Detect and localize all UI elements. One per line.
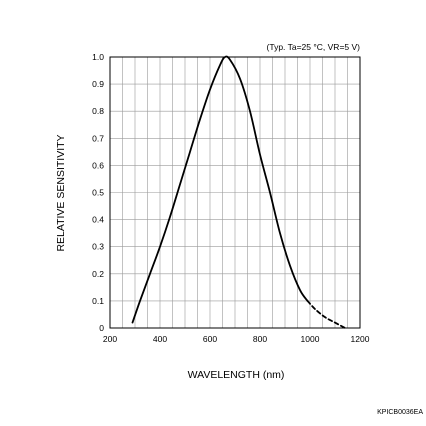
x-tick-label: 400 [153, 334, 167, 344]
y-tick-label: 0.5 [92, 188, 104, 198]
x-axis-label: WAVELENGTH (nm) [188, 369, 285, 381]
x-tick-label: 600 [203, 334, 217, 344]
y-tick-label: 0.2 [92, 269, 104, 279]
condition-note: (Typ. Ta=25 °C, VR=5 V) [267, 42, 361, 52]
plot-frame [109, 56, 361, 329]
y-tick-label: 0.3 [92, 242, 104, 252]
x-tick-label: 800 [253, 334, 267, 344]
grid-lines [109, 56, 361, 329]
y-tick-label: 0.1 [92, 296, 104, 306]
y-tick-label: 0.8 [92, 106, 104, 116]
x-tick-label: 1200 [351, 334, 370, 344]
sensitivity-curve [131, 55, 309, 324]
x-tick-label: 200 [103, 334, 117, 344]
figure-code: KPICB0036EA [377, 409, 423, 416]
y-tick-label: 0.6 [92, 160, 104, 170]
y-tick-labels: 0 0.1 0.2 0.3 0.4 0.5 0.6 0.7 0.8 0.9 1.0 [92, 52, 104, 333]
y-tick-label: 0.9 [92, 79, 104, 89]
y-tick-label: 1.0 [92, 52, 104, 62]
sensitivity-curve-extrapolated [306, 300, 346, 329]
y-tick-label: 0.7 [92, 133, 104, 143]
y-axis-label: RELATIVE SENSITIVITY [55, 134, 67, 251]
series-layer [131, 55, 346, 329]
x-tick-labels: 200 400 600 800 1000 1200 [103, 334, 370, 344]
x-tick-label: 1000 [301, 334, 320, 344]
y-tick-label: 0.4 [92, 215, 104, 225]
y-tick-label: 0 [99, 323, 104, 333]
